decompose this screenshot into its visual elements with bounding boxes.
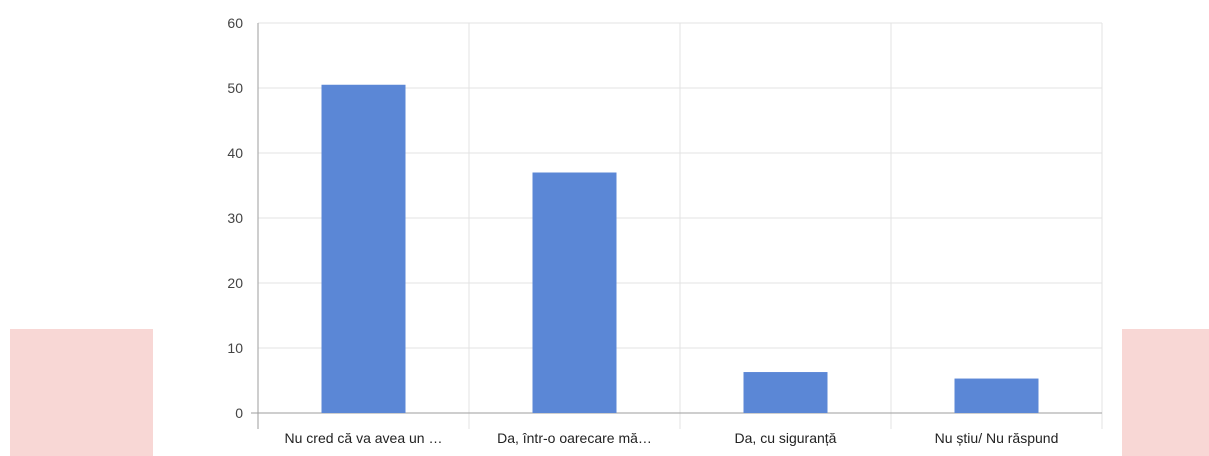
bar[interactable] [743, 372, 828, 413]
bar[interactable] [954, 378, 1039, 413]
left-side-panel [10, 329, 153, 456]
y-tick-label: 20 [227, 275, 243, 291]
x-tick-label: Nu știu/ Nu răspund [935, 430, 1059, 446]
y-tick-label: 60 [227, 15, 243, 31]
bar[interactable] [532, 172, 617, 414]
y-tick-label: 50 [227, 80, 243, 96]
y-tick-label: 40 [227, 145, 243, 161]
bar[interactable] [321, 84, 406, 413]
x-tick-label: Da, cu siguranță [735, 430, 837, 446]
y-tick-label: 10 [227, 340, 243, 356]
x-tick-label: Nu cred că va avea un … [285, 430, 443, 446]
y-tick-label: 30 [227, 210, 243, 226]
y-tick-label: 0 [235, 405, 243, 421]
x-tick-label: Da, într-o oarecare mă… [497, 430, 652, 446]
right-side-panel [1122, 329, 1209, 456]
